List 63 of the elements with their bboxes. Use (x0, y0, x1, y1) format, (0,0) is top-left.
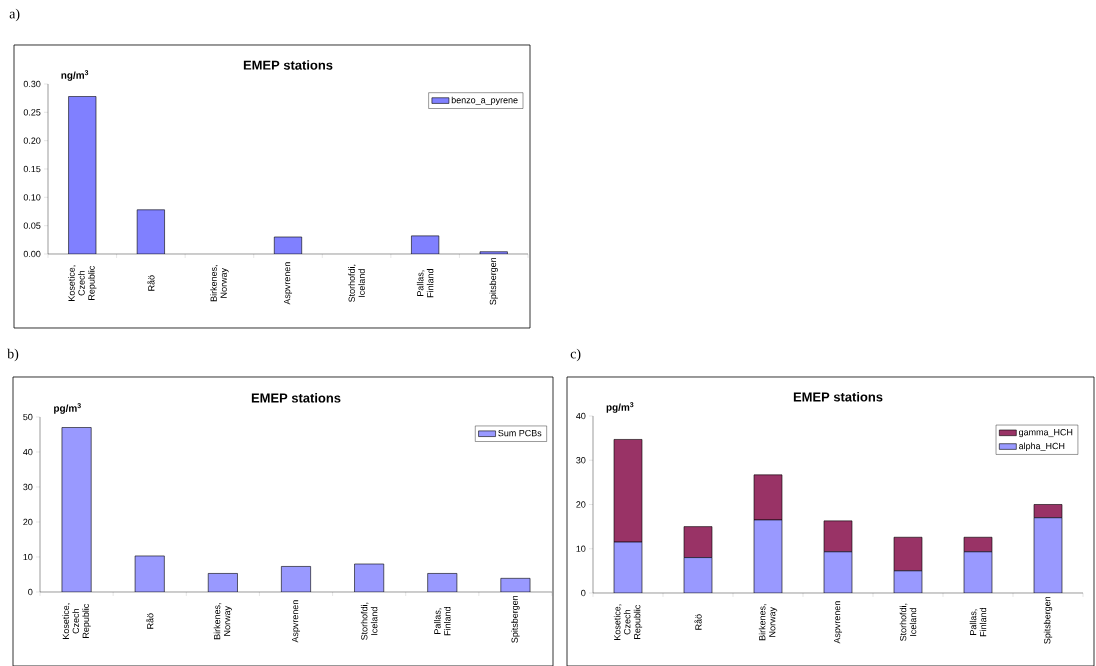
legend-label: alpha_HCH (1018, 442, 1065, 451)
y-tick-label: 10 (576, 545, 586, 552)
y-tick-label: 0.25 (23, 108, 41, 116)
y-tick-label: 0.20 (23, 137, 41, 144)
y-tick-label: 10 (23, 553, 33, 560)
text: b) (7, 348, 19, 362)
x-tick-label: Birkenes, Norway (213, 603, 233, 639)
x-tick-label: Storhofdi, Iceland (348, 264, 365, 302)
y-axis-title: pg/m$^{3}$ (606, 402, 634, 413)
bar (61, 427, 92, 592)
bar (281, 566, 311, 592)
legend-label: benzo_a_pyrene (451, 96, 518, 105)
y-tick-label: 30 (23, 483, 33, 490)
bar (963, 536, 993, 552)
bar (754, 519, 782, 593)
y-tick-label: 0.05 (23, 222, 41, 229)
y-tick-label: 0 (28, 588, 33, 595)
x-tick-label: Storhofdi, Iceland (360, 602, 378, 640)
x-tick-label: Spitsbergen (489, 257, 498, 305)
x-tick-label: Pallas, Finland (969, 607, 987, 636)
bar (135, 555, 165, 592)
y-tick-label: 0.00 (23, 250, 41, 257)
y-tick-label: 30 (576, 456, 586, 464)
x-tick-label: Pallas, Finland (416, 268, 434, 297)
y-axis-title: pg/m$^{3}$ (54, 403, 81, 414)
y-tick-label: 40 (576, 412, 586, 419)
y-tick-label: 0.15 (23, 165, 41, 172)
bar (964, 551, 993, 593)
x-tick-label: Kosetice, Czech Republic (62, 603, 91, 639)
y-tick-label: 0.10 (23, 193, 41, 201)
x-tick-label: Kosetice, Czech Republic (68, 265, 97, 301)
y-tick-label: 20 (576, 501, 586, 508)
y-tick-label: 40 (23, 448, 33, 455)
x-tick-label: Birkenes, Norway (210, 265, 229, 301)
x-tick-label: Birkenes, Norway (758, 604, 778, 640)
chart-title: EMEP stations (251, 392, 341, 403)
bar (1033, 517, 1063, 593)
text: c) (570, 348, 581, 362)
x-tick-label: Råö (146, 613, 154, 629)
x-tick-label: Storhofdi, Iceland (899, 603, 917, 641)
bar (893, 536, 923, 571)
y-tick-label: 0.30 (23, 80, 41, 87)
x-tick-label: Råö (694, 614, 702, 630)
y-tick-label: 0 (581, 589, 586, 596)
legend-label: gamma_HCH (1018, 428, 1073, 437)
x-tick-label: Aspvrenen (833, 601, 843, 644)
x-tick-label: Pallas, Finland (434, 606, 451, 635)
chart-title: EMEP stations (793, 391, 883, 402)
y-tick-label: 20 (23, 518, 33, 525)
text: a) (9, 8, 20, 22)
x-tick-label: Aspvrenen (283, 262, 293, 305)
x-tick-label: Spitsbergen (511, 595, 520, 643)
bar (824, 551, 853, 593)
chart-title: EMEP stations (243, 60, 333, 70)
legend-label: Sum PCBs (498, 429, 542, 437)
x-tick-label: Råö (147, 275, 155, 291)
x-tick-label: Aspvrenen (291, 600, 301, 643)
y-axis-title: ng/m$^{3}$ (61, 70, 89, 81)
x-tick-label: Kosetice, Czech Republic (613, 604, 643, 640)
y-tick-label: 50 (23, 413, 33, 420)
x-tick-label: Spitsbergen (1043, 596, 1053, 644)
bar (683, 526, 713, 558)
bar (823, 520, 853, 552)
